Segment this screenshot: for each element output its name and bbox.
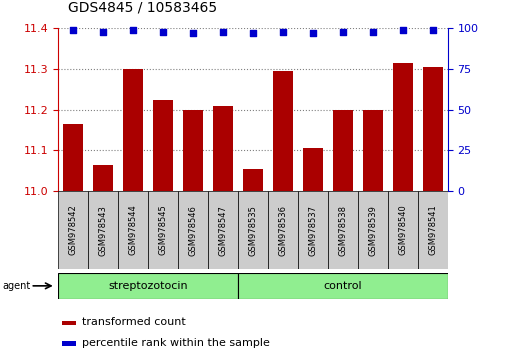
Point	[278, 29, 286, 34]
Bar	[58, 273, 237, 299]
Text: percentile rank within the sample: percentile rank within the sample	[81, 338, 269, 348]
Text: GSM978540: GSM978540	[397, 205, 407, 256]
Bar	[243, 169, 262, 191]
Bar	[153, 99, 173, 191]
Point	[129, 27, 137, 33]
Bar	[123, 69, 142, 191]
Text: control: control	[323, 281, 362, 291]
Point	[308, 30, 316, 36]
Text: GSM978543: GSM978543	[98, 205, 108, 256]
Bar	[268, 191, 297, 269]
Text: GSM978538: GSM978538	[338, 205, 347, 256]
Bar	[93, 165, 113, 191]
Bar	[183, 110, 203, 191]
Bar	[118, 191, 148, 269]
Point	[99, 29, 107, 34]
Bar	[148, 191, 178, 269]
Bar	[297, 191, 327, 269]
Bar	[392, 63, 412, 191]
Point	[248, 30, 257, 36]
Text: agent: agent	[3, 281, 31, 291]
Bar	[58, 191, 88, 269]
Text: GSM978544: GSM978544	[128, 205, 137, 256]
Point	[69, 27, 77, 33]
Bar	[387, 191, 417, 269]
Bar	[208, 191, 237, 269]
Point	[428, 27, 436, 33]
Point	[338, 29, 346, 34]
Bar	[62, 321, 76, 325]
Text: GSM978537: GSM978537	[308, 205, 317, 256]
Point	[189, 30, 197, 36]
Bar	[237, 273, 447, 299]
Bar	[422, 67, 442, 191]
Bar	[332, 110, 352, 191]
Text: GSM978539: GSM978539	[368, 205, 377, 256]
Bar	[363, 110, 382, 191]
Text: GSM978541: GSM978541	[427, 205, 436, 256]
Text: GSM978542: GSM978542	[69, 205, 78, 256]
Bar	[237, 191, 268, 269]
Bar	[417, 191, 447, 269]
Text: GSM978536: GSM978536	[278, 205, 287, 256]
Text: GSM978535: GSM978535	[248, 205, 257, 256]
Text: GSM978545: GSM978545	[158, 205, 167, 256]
Bar	[88, 191, 118, 269]
Point	[398, 27, 406, 33]
Bar	[62, 342, 76, 346]
Bar	[302, 148, 322, 191]
Bar	[213, 105, 232, 191]
Bar	[273, 71, 292, 191]
Bar	[178, 191, 208, 269]
Text: GSM978546: GSM978546	[188, 205, 197, 256]
Text: GSM978547: GSM978547	[218, 205, 227, 256]
Text: transformed count: transformed count	[81, 317, 185, 327]
Bar	[327, 191, 357, 269]
Point	[219, 29, 227, 34]
Point	[368, 29, 376, 34]
Bar	[357, 191, 387, 269]
Point	[159, 29, 167, 34]
Bar	[63, 124, 83, 191]
Text: GDS4845 / 10583465: GDS4845 / 10583465	[68, 0, 217, 14]
Text: streptozotocin: streptozotocin	[108, 281, 187, 291]
